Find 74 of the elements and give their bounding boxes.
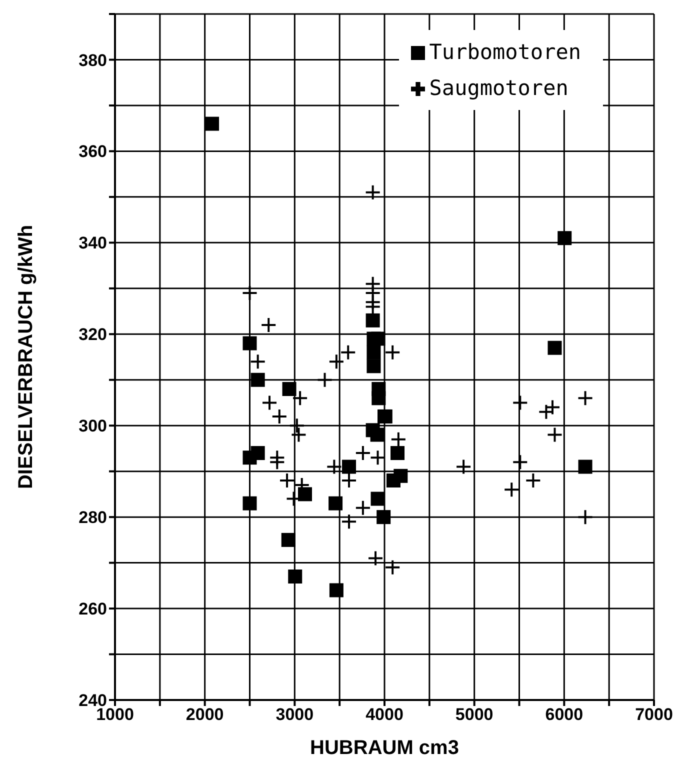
x-tick-label: 3000	[276, 705, 314, 724]
point	[577, 509, 594, 526]
point	[260, 316, 277, 333]
point	[329, 583, 344, 598]
point	[364, 298, 381, 315]
legend-label: Turbomotoren	[429, 40, 581, 64]
x-tick-label: 5000	[455, 705, 494, 724]
point	[279, 472, 296, 488]
point	[368, 550, 384, 566]
point	[341, 514, 358, 530]
point	[456, 458, 472, 475]
point	[548, 340, 562, 355]
x-tick-label: 1000	[96, 705, 134, 724]
y-axis-title: DIESELVERBRAUCH g/kWh	[15, 224, 38, 490]
y-tick-label: 380	[78, 50, 107, 70]
point	[354, 445, 371, 462]
point	[250, 354, 266, 370]
point	[316, 372, 333, 388]
point	[370, 450, 386, 466]
point	[390, 431, 406, 448]
point	[578, 460, 592, 474]
point	[366, 345, 381, 360]
point	[271, 408, 288, 424]
point	[366, 359, 381, 374]
point	[326, 458, 342, 475]
point	[288, 418, 305, 434]
x-tick-label: 4000	[366, 705, 404, 724]
point	[512, 394, 528, 411]
point	[394, 468, 408, 483]
point	[290, 426, 307, 443]
point	[390, 446, 405, 460]
y-tick-label: 260	[78, 600, 107, 619]
point	[525, 472, 542, 488]
x-tick-label: 2000	[186, 705, 224, 724]
point	[340, 344, 356, 360]
point	[372, 391, 386, 406]
point	[242, 496, 257, 510]
point	[282, 382, 296, 396]
point	[504, 482, 520, 498]
point	[242, 336, 257, 350]
point	[288, 570, 302, 584]
point	[577, 390, 594, 406]
y-tick-label: 300	[78, 416, 107, 436]
x-tick-label: 6000	[545, 705, 584, 724]
x-tick-label: 7000	[635, 705, 673, 724]
y-tick-label: 280	[78, 508, 107, 528]
point	[328, 354, 344, 370]
point	[342, 460, 356, 474]
point	[328, 496, 343, 510]
y-tick-label: 340	[78, 234, 107, 253]
point	[262, 394, 278, 411]
point	[354, 500, 371, 516]
point	[512, 454, 528, 470]
point	[250, 446, 265, 460]
point	[205, 116, 220, 131]
point	[364, 184, 381, 200]
y-tick-label: 360	[78, 142, 107, 162]
point	[281, 532, 296, 547]
point	[370, 492, 385, 506]
point	[242, 284, 258, 301]
point	[376, 510, 391, 524]
point	[250, 372, 265, 387]
point	[546, 426, 563, 443]
point	[341, 472, 358, 488]
point	[558, 231, 572, 246]
x-axis-title: HUBRAUM cm3	[310, 737, 459, 759]
point	[269, 454, 286, 470]
point	[298, 487, 312, 502]
point	[292, 390, 308, 406]
point	[366, 313, 380, 328]
point	[384, 344, 401, 360]
point	[384, 559, 401, 576]
y-tick-label: 320	[78, 325, 107, 344]
legend-label: Saugmotoren	[429, 76, 568, 100]
